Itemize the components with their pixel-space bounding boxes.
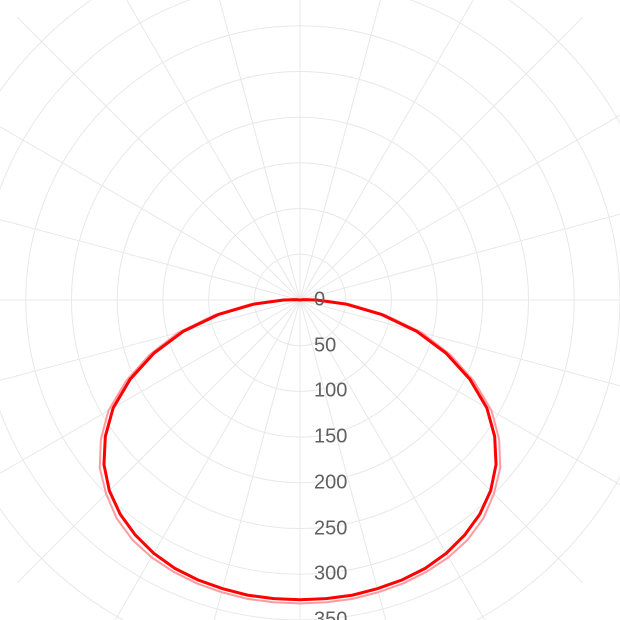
radial-tick-label: 150 bbox=[314, 426, 347, 449]
radial-tick-label: 200 bbox=[314, 471, 347, 494]
radial-tick-label: 0 bbox=[314, 289, 325, 312]
radial-tick-label: 350 bbox=[314, 608, 347, 620]
radial-tick-label: 50 bbox=[314, 334, 336, 357]
radial-tick-label: 250 bbox=[314, 517, 347, 540]
polar-chart-svg bbox=[0, 0, 620, 620]
polar-chart: 0 50 100 150 200 250 300 350 bbox=[0, 0, 620, 620]
radial-tick-label: 300 bbox=[314, 563, 347, 586]
radial-tick-label: 100 bbox=[314, 380, 347, 403]
